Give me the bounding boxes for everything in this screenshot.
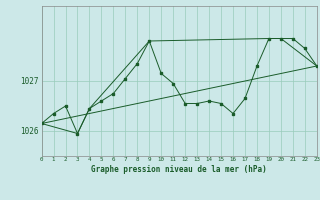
X-axis label: Graphe pression niveau de la mer (hPa): Graphe pression niveau de la mer (hPa): [91, 165, 267, 174]
